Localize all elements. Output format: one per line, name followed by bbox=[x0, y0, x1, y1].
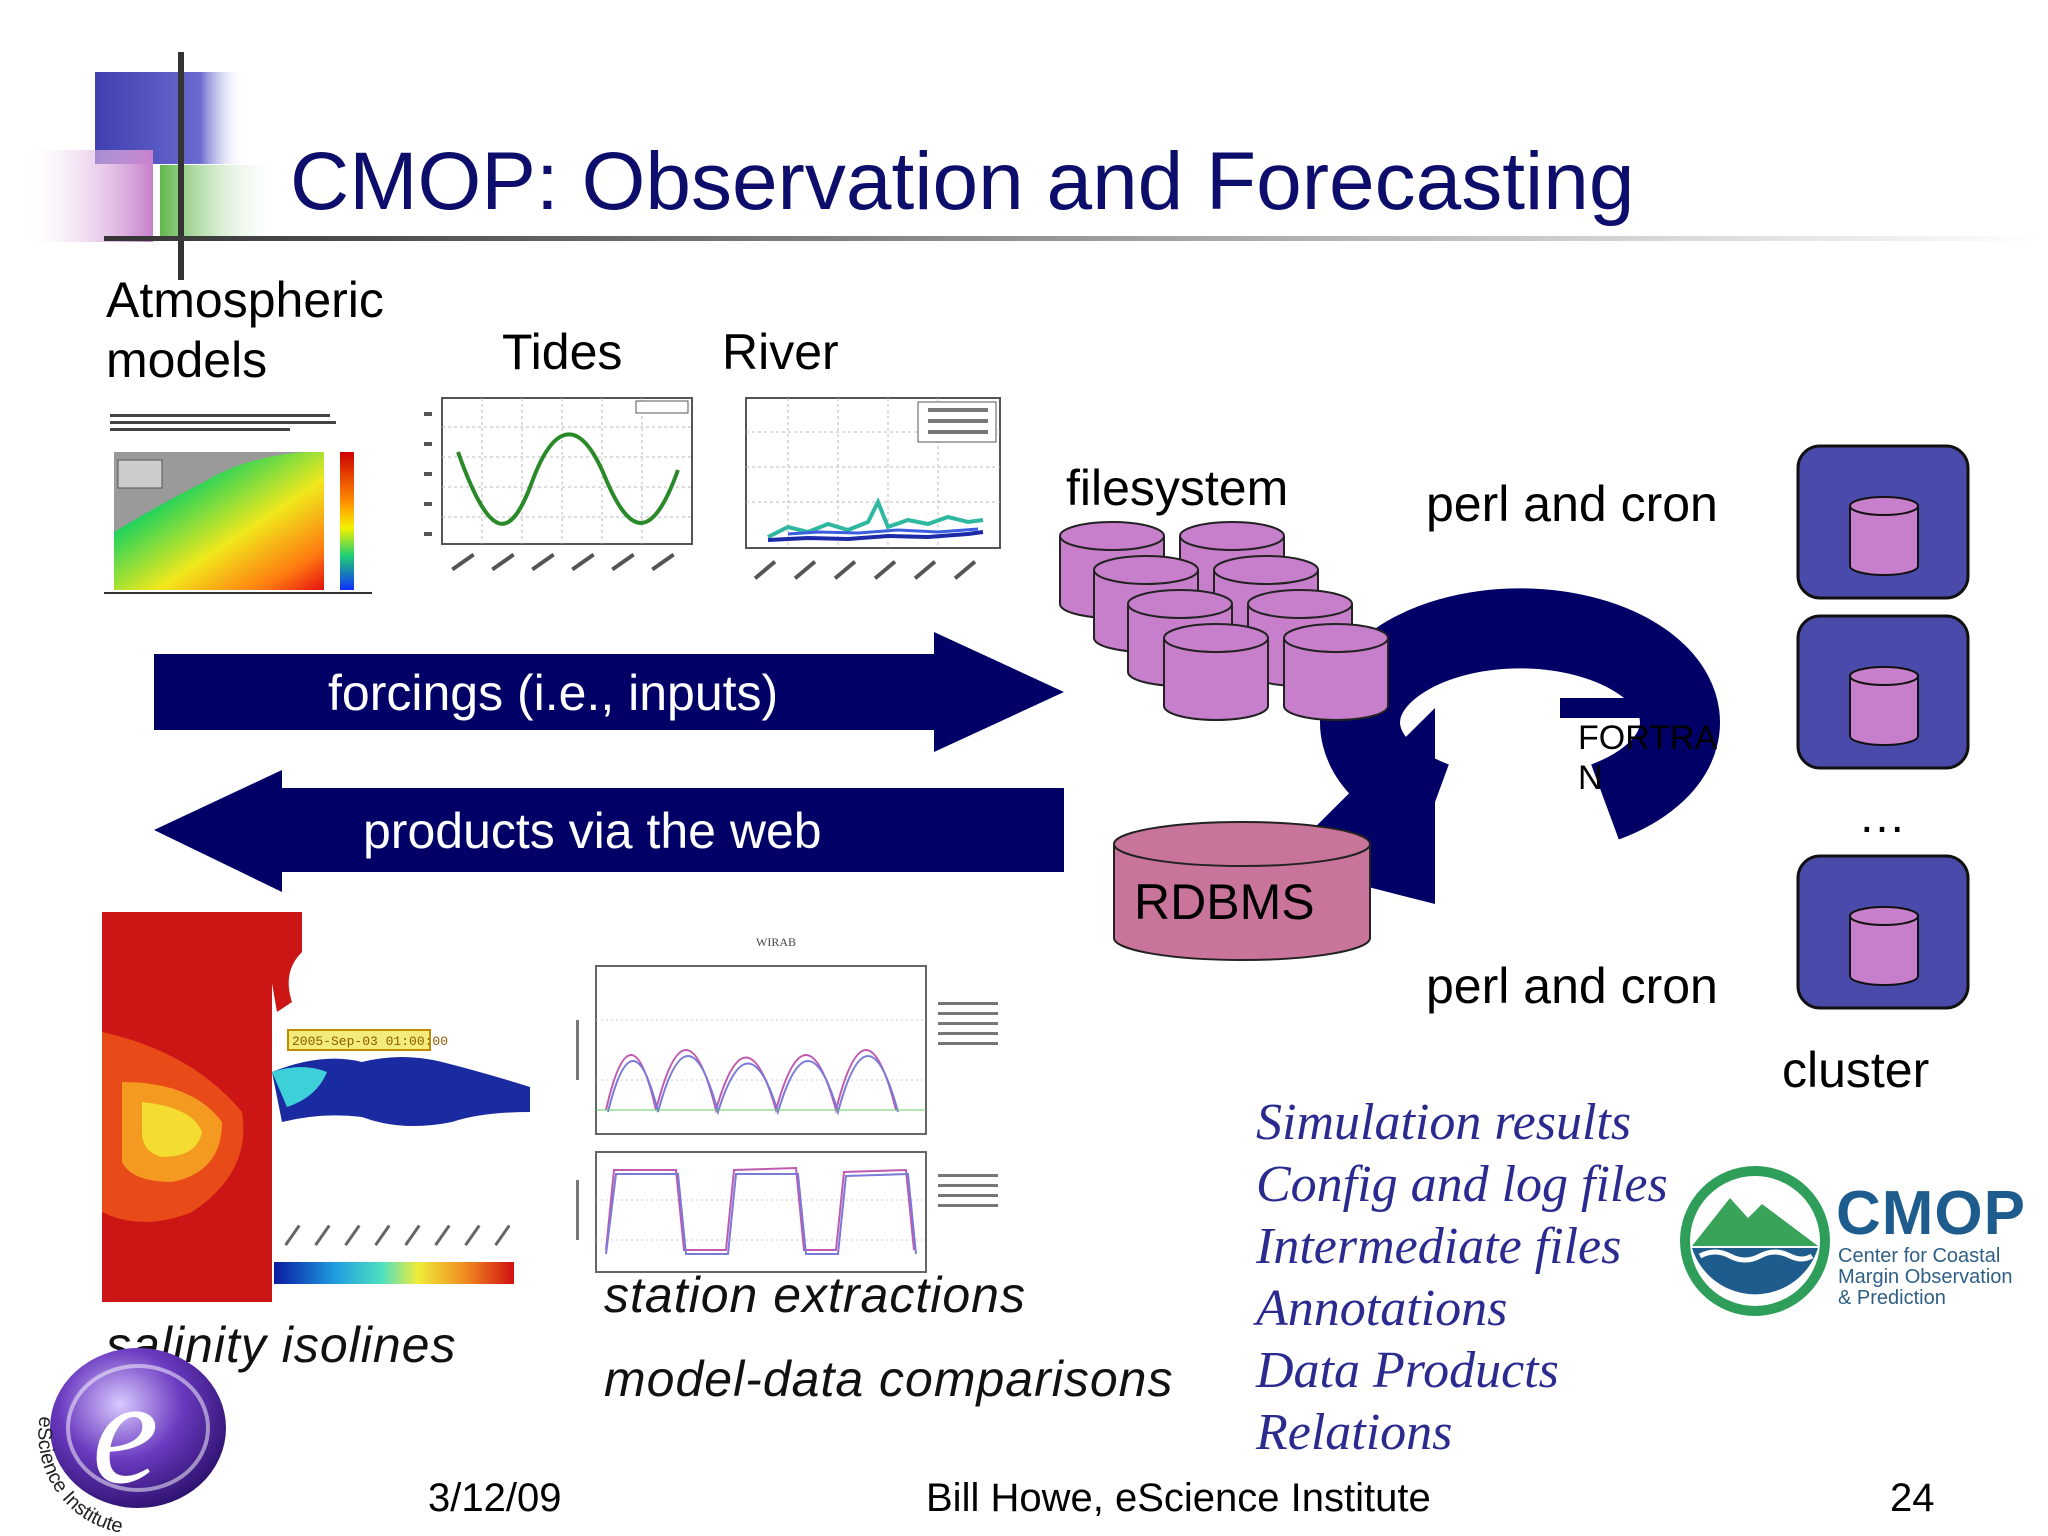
perl-cron-bottom-label: perl and cron bbox=[1426, 958, 1718, 1014]
filesystem-disks bbox=[1059, 521, 1389, 721]
atmospheric-label-line1: Atmospheric bbox=[106, 272, 384, 328]
fortran-label: FORTRA N bbox=[1578, 718, 1717, 798]
list-item: Annotations bbox=[1256, 1280, 1508, 1337]
cluster-node bbox=[1796, 614, 1970, 770]
list-item: Simulation results bbox=[1256, 1094, 1632, 1151]
list-item: Data Products bbox=[1256, 1342, 1559, 1399]
cluster-ellipsis: … bbox=[1858, 790, 1906, 843]
perl-cron-top-label: perl and cron bbox=[1426, 476, 1718, 532]
fortran-label-line1: FORTRA bbox=[1578, 719, 1718, 757]
footer-author: Bill Howe, eScience Institute bbox=[926, 1476, 1431, 1520]
list-item: Config and log files bbox=[1256, 1156, 1668, 1213]
cmop-logo-word: CMOP bbox=[1836, 1179, 2026, 1248]
river-label: River bbox=[722, 324, 839, 380]
disk-icon bbox=[1283, 623, 1389, 721]
cmop-logo-emblem bbox=[1680, 1166, 1830, 1316]
station-caption: station extractions bbox=[604, 1267, 1026, 1323]
rdbms-cylinder bbox=[1113, 821, 1371, 961]
slide-title: CMOP: Observation and Forecasting bbox=[290, 136, 1635, 227]
cmop-sub-line3: & Prediction bbox=[1838, 1287, 1946, 1309]
escience-logo: e eScience Institute bbox=[33, 1348, 226, 1536]
tides-plot bbox=[420, 392, 698, 594]
cluster-label: cluster bbox=[1782, 1042, 1930, 1098]
fortran-label-line2: N bbox=[1578, 759, 1603, 797]
escience-letter: e bbox=[92, 1349, 159, 1515]
atmospheric-model-map bbox=[104, 412, 372, 598]
list-item: Intermediate files bbox=[1256, 1218, 1622, 1275]
cluster-node bbox=[1796, 854, 1970, 1010]
station-plot-title: WIRAB bbox=[756, 935, 796, 949]
model-data-caption: model-data comparisons bbox=[604, 1351, 1174, 1407]
products-arrow bbox=[154, 770, 1064, 892]
rdbms-label: RDBMS bbox=[1134, 874, 1315, 930]
forcings-arrow-label: forcings (i.e., inputs) bbox=[328, 665, 779, 721]
title-decoration bbox=[28, 52, 2044, 280]
cmop-logo-subtitle: Center for Coastal Margin Observation & … bbox=[1838, 1246, 2013, 1309]
cluster-node bbox=[1796, 444, 1970, 600]
filesystem-label: filesystem bbox=[1066, 460, 1289, 516]
forcings-arrow bbox=[154, 632, 1064, 752]
tides-label: Tides bbox=[502, 324, 623, 380]
river-plot bbox=[728, 392, 1008, 602]
salinity-map: 2005-Sep-03 01:00:00 bbox=[102, 912, 534, 1302]
footer-page-number: 24 bbox=[1890, 1476, 1935, 1520]
disk-icon bbox=[1163, 623, 1269, 721]
atmospheric-label-line2: models bbox=[106, 332, 268, 388]
cmop-sub-line2: Margin Observation bbox=[1838, 1266, 2013, 1288]
data-products-list: Simulation results Config and log files … bbox=[1256, 1092, 1668, 1464]
timestamp-label: 2005-Sep-03 01:00:00 bbox=[292, 1034, 448, 1049]
station-extraction-plot: WIRAB bbox=[566, 930, 1036, 1280]
cmop-sub-line1: Center for Coastal bbox=[1838, 1245, 2001, 1267]
atmospheric-label: Atmospheric models bbox=[106, 270, 384, 390]
footer-date: 3/12/09 bbox=[428, 1476, 562, 1520]
products-arrow-label: products via the web bbox=[363, 803, 822, 859]
list-item: Relations bbox=[1256, 1404, 1453, 1461]
